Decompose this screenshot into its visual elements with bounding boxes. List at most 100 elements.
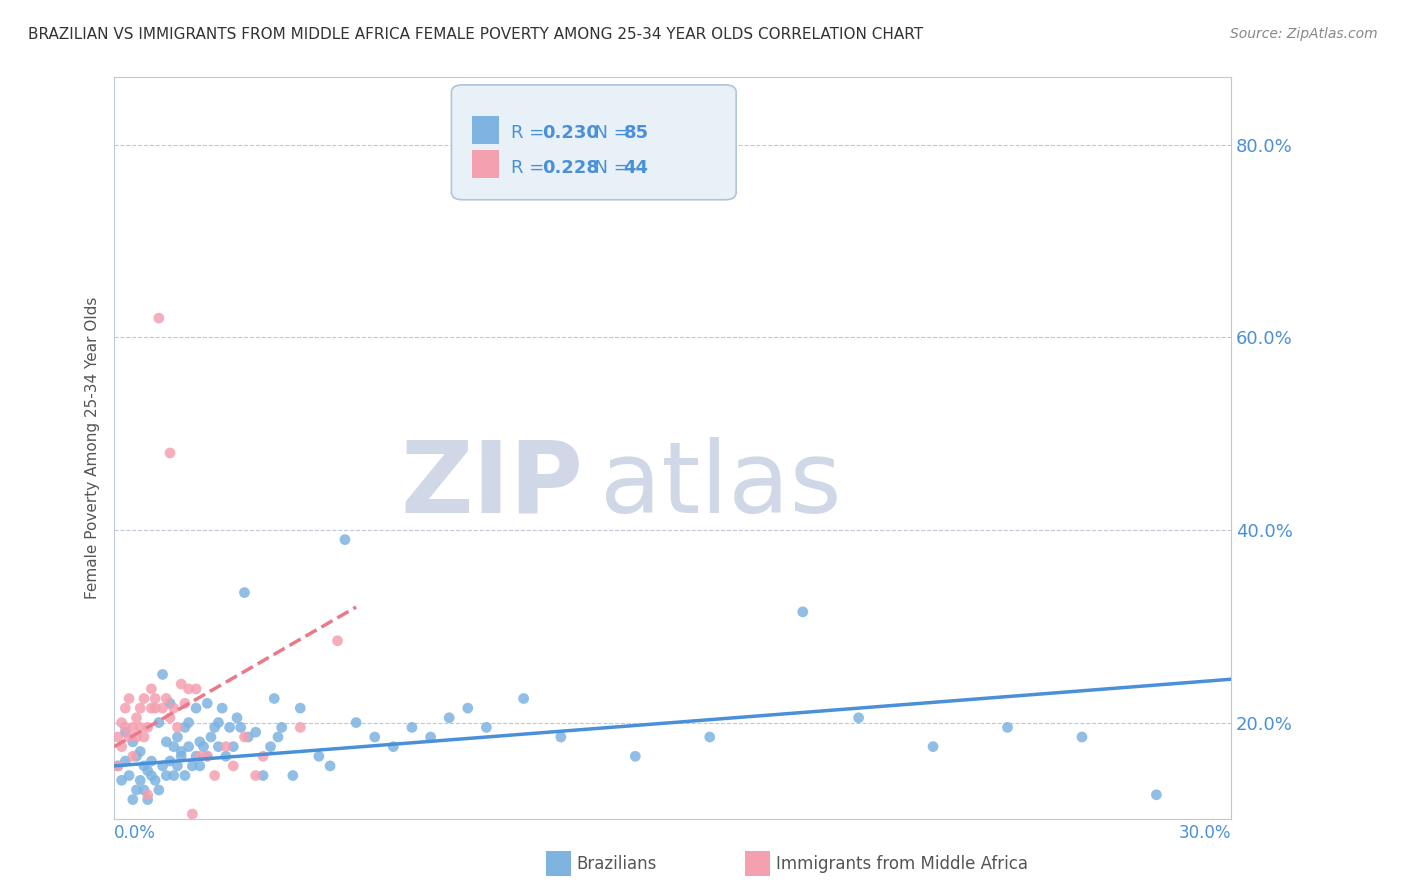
Point	[204, 720, 226, 734]
Point	[252, 768, 274, 782]
Point	[233, 585, 256, 599]
Point	[111, 715, 134, 730]
Point	[132, 730, 155, 744]
Point	[1144, 788, 1167, 802]
Point	[419, 730, 441, 744]
Point	[326, 633, 349, 648]
Point	[107, 730, 129, 744]
Point	[152, 701, 174, 715]
Point	[997, 720, 1019, 734]
Point	[177, 681, 200, 696]
Point	[193, 739, 215, 754]
Point	[382, 739, 405, 754]
Point	[121, 720, 143, 734]
Point	[170, 677, 193, 691]
Point	[252, 749, 274, 764]
Point	[259, 739, 281, 754]
Point	[159, 696, 181, 710]
Point	[155, 768, 177, 782]
Point	[148, 311, 170, 326]
Point	[245, 768, 267, 782]
Point	[125, 783, 148, 797]
Point	[107, 759, 129, 773]
Point	[148, 783, 170, 797]
Text: N =: N =	[583, 159, 634, 177]
Point	[437, 711, 460, 725]
Point	[308, 749, 330, 764]
Point	[136, 788, 159, 802]
Point	[132, 783, 155, 797]
Point	[263, 691, 285, 706]
Text: 44: 44	[623, 159, 648, 177]
Text: 0.230: 0.230	[541, 124, 599, 142]
Point	[184, 681, 207, 696]
Text: N =: N =	[583, 124, 634, 142]
Point	[195, 696, 218, 710]
Point	[333, 533, 356, 547]
Point	[188, 735, 211, 749]
Text: 30.0%: 30.0%	[1178, 823, 1230, 842]
Point	[848, 711, 870, 725]
FancyBboxPatch shape	[471, 150, 499, 178]
Point	[136, 720, 159, 734]
Point	[215, 749, 238, 764]
Point	[136, 792, 159, 806]
Point	[699, 730, 721, 744]
Text: 0.228: 0.228	[541, 159, 599, 177]
Point	[188, 759, 211, 773]
Text: ZIP: ZIP	[401, 437, 583, 533]
Point	[114, 754, 136, 768]
Point	[195, 749, 218, 764]
Point	[152, 667, 174, 681]
FancyBboxPatch shape	[471, 116, 499, 145]
Point	[141, 701, 163, 715]
Point	[174, 720, 197, 734]
Text: Source: ZipAtlas.com: Source: ZipAtlas.com	[1230, 27, 1378, 41]
Point	[290, 720, 312, 734]
Point	[159, 446, 181, 460]
Point	[166, 720, 188, 734]
Point	[512, 691, 534, 706]
Point	[245, 725, 267, 739]
Point	[121, 792, 143, 806]
Point	[129, 744, 152, 758]
Point	[114, 701, 136, 715]
Point	[1071, 730, 1094, 744]
Point	[207, 739, 229, 754]
Text: R =: R =	[510, 124, 550, 142]
Point	[155, 735, 177, 749]
Point	[125, 749, 148, 764]
Point	[118, 730, 141, 744]
Point	[111, 773, 134, 788]
Point	[184, 701, 207, 715]
Text: atlas: atlas	[600, 437, 842, 533]
Point	[132, 691, 155, 706]
Point	[222, 739, 245, 754]
Point	[222, 759, 245, 773]
Point	[290, 701, 312, 715]
Point	[163, 701, 186, 715]
Point	[195, 749, 218, 764]
Point	[118, 768, 141, 782]
Point	[136, 764, 159, 778]
Point	[177, 715, 200, 730]
Point	[550, 730, 572, 744]
Point	[281, 768, 304, 782]
Point	[181, 807, 204, 822]
Point	[129, 701, 152, 715]
Point	[624, 749, 647, 764]
Point	[143, 773, 166, 788]
Point	[344, 715, 367, 730]
Point	[148, 715, 170, 730]
Y-axis label: Female Poverty Among 25-34 Year Olds: Female Poverty Among 25-34 Year Olds	[86, 297, 100, 599]
Point	[163, 739, 186, 754]
Text: Brazilians: Brazilians	[576, 855, 657, 873]
Point	[215, 739, 238, 754]
Point	[141, 681, 163, 696]
Point	[475, 720, 498, 734]
Point	[401, 720, 423, 734]
Point	[181, 759, 204, 773]
Point	[207, 715, 229, 730]
Text: BRAZILIAN VS IMMIGRANTS FROM MIDDLE AFRICA FEMALE POVERTY AMONG 25-34 YEAR OLDS : BRAZILIAN VS IMMIGRANTS FROM MIDDLE AFRI…	[28, 27, 924, 42]
Point	[184, 749, 207, 764]
